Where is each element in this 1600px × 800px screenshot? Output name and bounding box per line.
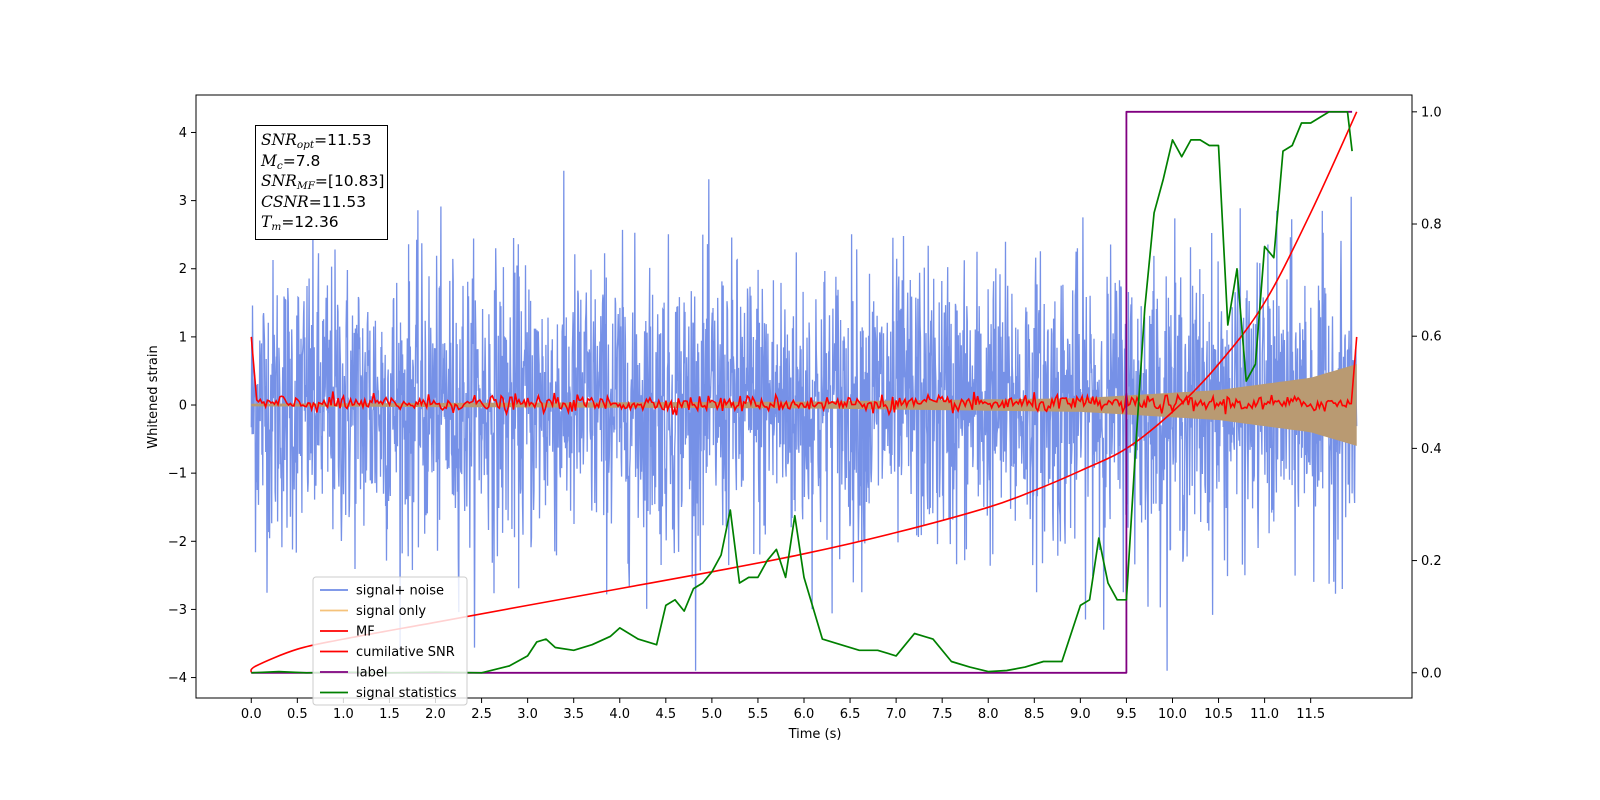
x-tick-label: 2.5 bbox=[471, 707, 492, 722]
series-signal-only-band bbox=[251, 364, 1357, 446]
x-tick-label: 11.0 bbox=[1250, 707, 1279, 722]
x-tick-label: 8.5 bbox=[1024, 707, 1045, 722]
y-axis-label: Whitened strain bbox=[146, 345, 161, 448]
y-tick-label: −3 bbox=[168, 603, 187, 618]
x-tick-label: 1.0 bbox=[333, 707, 354, 722]
x-tick-label: 4.0 bbox=[609, 707, 630, 722]
legend-label: cumilative SNR bbox=[356, 645, 455, 660]
y2-tick-label: 1.0 bbox=[1421, 105, 1442, 120]
y2-tick-label: 0.2 bbox=[1421, 554, 1442, 569]
x-axis: 0.0 0.5 1.0 1.5 2.0 2.5 3.0 3.5 4.0 4.5 5.0 5.5 6.0 6… bbox=[241, 698, 1325, 722]
y-tick-label: 0 bbox=[179, 399, 187, 414]
y2-tick-label: 0.8 bbox=[1421, 218, 1442, 233]
x-tick-label: 5.0 bbox=[702, 707, 723, 722]
y-tick-label: 4 bbox=[179, 126, 187, 141]
tm-symbol: T bbox=[261, 213, 272, 231]
snr-opt-subscript: opt bbox=[296, 139, 315, 151]
legend-label: signal+ noise bbox=[356, 584, 444, 599]
x-tick-label: 5.5 bbox=[748, 707, 769, 722]
x-axis-label: Time (s) bbox=[788, 727, 842, 742]
snr-mf-symbol: SNR bbox=[261, 172, 297, 190]
y-tick-label: 2 bbox=[179, 262, 187, 277]
x-tick-label: 7.5 bbox=[932, 707, 953, 722]
series-label-line bbox=[251, 110, 1353, 674]
tm-line: Tm=12.36 bbox=[261, 212, 382, 233]
csnr-value: =11.53 bbox=[308, 192, 367, 211]
info-box: SNRopt=11.53 Mc=7.8 SNRMF=[10.83] CSNR=1… bbox=[255, 125, 388, 240]
x-tick-label: 7.0 bbox=[886, 707, 907, 722]
tm-subscript: m bbox=[271, 221, 282, 233]
series-mf-line bbox=[250, 336, 1358, 417]
y2-tick-label: 0.6 bbox=[1421, 330, 1442, 345]
snr-mf-value: =[10.83] bbox=[314, 172, 385, 190]
series-signal-statistics-line bbox=[251, 110, 1353, 674]
x-tick-label: 0.0 bbox=[241, 707, 262, 722]
x-tick-label: 8.0 bbox=[978, 707, 999, 722]
y-tick-label: −2 bbox=[168, 535, 187, 550]
snr-mf-line: SNRMF=[10.83] bbox=[261, 171, 385, 192]
legend-label: MF bbox=[356, 625, 375, 640]
legend-label: signal statistics bbox=[356, 686, 457, 701]
y-tick-label: −4 bbox=[168, 671, 187, 686]
x-tick-label: 3.0 bbox=[517, 707, 538, 722]
csnr-symbol: CSNR bbox=[261, 192, 309, 211]
series-signal-noise-line bbox=[250, 170, 1358, 671]
y-tick-label: 1 bbox=[179, 330, 187, 345]
x-tick-label: 2.0 bbox=[425, 707, 446, 722]
legend-box bbox=[312, 576, 468, 706]
y2-tick-label: 0.0 bbox=[1421, 666, 1442, 681]
x-tick-label: 11.5 bbox=[1296, 707, 1325, 722]
mc-line: Mc=7.8 bbox=[261, 151, 382, 172]
y-axis-right: 1.0 0.8 0.6 0.4 0.2 0.0 bbox=[1412, 105, 1442, 681]
legend-label: signal only bbox=[356, 604, 426, 619]
mc-subscript: c bbox=[276, 159, 283, 172]
snr-opt-value: =11.53 bbox=[314, 131, 372, 149]
y2-tick-label: 0.4 bbox=[1421, 442, 1442, 457]
tm-value: =12.36 bbox=[281, 213, 339, 231]
y-axis-left: 4 3 2 1 0 −1 −2 −3 −4 bbox=[168, 126, 196, 686]
mc-value: =7.8 bbox=[282, 151, 321, 170]
csnr-line: CSNR=11.53 bbox=[261, 192, 382, 213]
x-tick-label: 0.5 bbox=[287, 707, 308, 722]
x-tick-label: 4.5 bbox=[655, 707, 676, 722]
x-tick-label: 6.0 bbox=[794, 707, 815, 722]
snr-opt-symbol: SNR bbox=[261, 131, 297, 149]
x-tick-label: 10.0 bbox=[1158, 707, 1187, 722]
x-tick-label: 10.5 bbox=[1204, 707, 1233, 722]
x-tick-label: 9.5 bbox=[1116, 707, 1137, 722]
y-tick-label: 3 bbox=[179, 194, 187, 209]
mc-symbol: M bbox=[261, 151, 277, 170]
legend: signal+ noise signal only MF cumilative SNR… bbox=[312, 576, 468, 706]
legend-label: label bbox=[356, 666, 387, 681]
snr-opt-line: SNRopt=11.53 bbox=[261, 130, 382, 151]
y-tick-label: −1 bbox=[168, 467, 187, 482]
x-tick-label: 6.5 bbox=[840, 707, 861, 722]
x-tick-label: 9.0 bbox=[1070, 707, 1091, 722]
snr-mf-subscript: MF bbox=[296, 180, 315, 192]
x-tick-label: 1.5 bbox=[379, 707, 400, 722]
x-tick-label: 3.5 bbox=[563, 707, 584, 722]
